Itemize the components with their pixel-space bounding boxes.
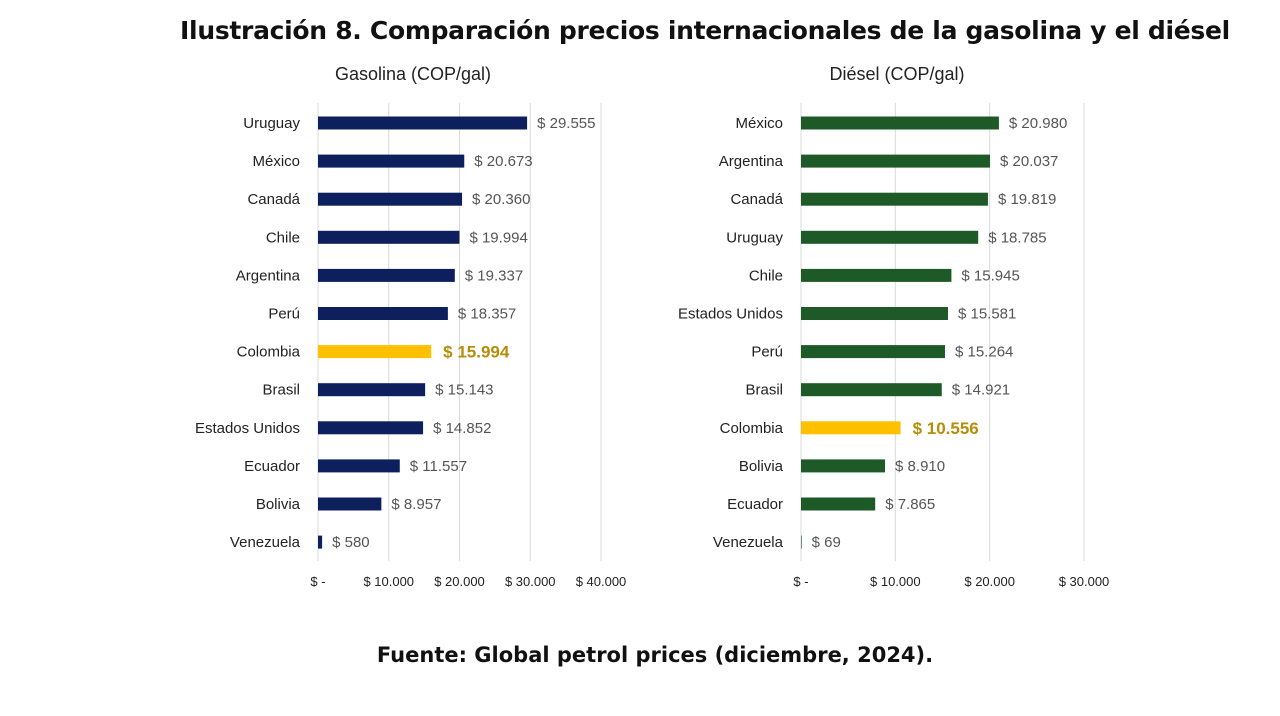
diesel-bar-uruguay	[801, 230, 979, 244]
diesel-x-tick-label: $ 10.000	[870, 574, 921, 589]
gasoline-bar-ecuador	[318, 459, 400, 473]
gasoline-category-label-colombia: Colombia	[237, 344, 301, 361]
gasoline-bar-peru	[318, 307, 448, 320]
gasoline-category-label-uruguay: Uruguay	[243, 115, 300, 132]
diesel-value-label-uruguay: $ 18.785	[988, 229, 1046, 246]
diesel-chart-title: Diésel (COP/gal)	[829, 64, 964, 84]
diesel-category-label-venezuela: Venezuela	[713, 534, 784, 551]
gasoline-category-label-venezuela: Venezuela	[230, 534, 301, 551]
diesel-category-label-estados-unidos: Estados Unidos	[678, 306, 783, 323]
gasoline-value-label-mexico: $ 20.673	[474, 153, 532, 170]
diesel-bar-ecuador	[801, 497, 876, 511]
gasoline-value-label-peru: $ 18.357	[458, 306, 516, 323]
diesel-value-label-canada: $ 19.819	[998, 191, 1056, 208]
diesel-bar-canada	[801, 192, 988, 206]
gasoline-bar-argentina	[318, 268, 455, 282]
diesel-value-label-peru: $ 15.264	[955, 344, 1013, 361]
diesel-value-label-chile: $ 15.945	[961, 267, 1019, 284]
diesel-category-label-uruguay: Uruguay	[726, 229, 783, 246]
gasoline-chart: Gasolina (COP/gal) $ - $ 10.000 $ 20.000 $ 3…	[195, 64, 626, 589]
diesel-category-label-colombia: Colombia	[720, 420, 784, 437]
diesel-x-tick-label: $ 20.000	[964, 574, 1015, 589]
gasoline-value-label-chile: $ 19.994	[469, 229, 527, 246]
gasoline-category-label-mexico: México	[252, 153, 300, 170]
diesel-bar-brasil	[801, 383, 942, 397]
diesel-value-label-argentina: $ 20.037	[1000, 153, 1058, 170]
diesel-bar-colombia	[801, 421, 901, 435]
diesel-x-tick-label: $ 30.000	[1059, 574, 1110, 589]
diesel-bar-chile	[801, 268, 952, 282]
gasoline-category-label-argentina: Argentina	[236, 267, 301, 284]
gasoline-value-label-colombia: $ 15.994	[443, 343, 510, 362]
gasoline-category-label-estados-unidos: Estados Unidos	[195, 420, 300, 437]
diesel-category-label-chile: Chile	[749, 267, 783, 284]
diesel-category-label-mexico: México	[735, 115, 783, 132]
gasoline-x-tick-label: $ 10.000	[363, 574, 414, 589]
diesel-category-label-ecuador: Ecuador	[727, 496, 783, 513]
source-note: Fuente: Global petrol prices (diciembre,…	[376, 643, 934, 667]
gasoline-category-label-ecuador: Ecuador	[244, 458, 300, 475]
gasoline-bar-uruguay	[318, 116, 528, 130]
gasoline-bar-chile	[318, 230, 460, 244]
gasoline-bar-venezuela	[318, 535, 323, 549]
gasoline-value-label-venezuela: $ 580	[332, 534, 370, 551]
diesel-bar-mexico	[801, 116, 999, 130]
gasoline-category-label-peru: Perú	[268, 306, 300, 323]
gasoline-x-tick-label: $ 20.000	[434, 574, 485, 589]
gasoline-value-label-ecuador: $ 11.557	[410, 458, 467, 475]
diesel-bar-bolivia	[801, 459, 886, 473]
diesel-bar-argentina	[801, 154, 991, 168]
gasoline-value-label-estados-unidos: $ 14.852	[433, 420, 491, 437]
gasoline-value-label-brasil: $ 15.143	[435, 382, 493, 399]
diesel-bar-venezuela	[801, 535, 802, 549]
gasoline-x-tick-label: $ -	[310, 574, 325, 589]
diesel-category-label-brasil: Brasil	[745, 382, 783, 399]
diesel-value-label-venezuela: $ 69	[812, 534, 841, 551]
gasoline-bar-brasil	[318, 383, 426, 397]
gasoline-bar-mexico	[318, 154, 465, 168]
diesel-bar-peru	[801, 345, 945, 359]
diesel-value-label-mexico: $ 20.980	[1009, 115, 1067, 132]
gasoline-bar-colombia	[318, 345, 432, 359]
diesel-x-tick-label: $ -	[793, 574, 808, 589]
gasoline-category-label-canada: Canadá	[247, 191, 300, 208]
gasoline-category-label-brasil: Brasil	[262, 382, 300, 399]
diesel-category-label-peru: Perú	[751, 344, 783, 361]
diesel-category-label-bolivia: Bolivia	[739, 458, 784, 475]
figure-title: Ilustración 8. Comparación precios inter…	[180, 16, 1230, 45]
diesel-chart: Diésel (COP/gal) $ - $ 10.000 $ 20.000 $ 30.…	[678, 64, 1109, 589]
gasoline-chart-title: Gasolina (COP/gal)	[335, 64, 491, 84]
gasoline-bar-estados-unidos	[318, 421, 424, 435]
gasoline-value-label-bolivia: $ 8.957	[391, 496, 441, 513]
gasoline-bar-bolivia	[318, 497, 382, 511]
diesel-value-label-brasil: $ 14.921	[952, 382, 1010, 399]
diesel-category-label-canada: Canadá	[730, 191, 783, 208]
gasoline-value-label-canada: $ 20.360	[472, 191, 530, 208]
diesel-value-label-bolivia: $ 8.910	[895, 458, 945, 475]
gasoline-x-tick-label: $ 40.000	[576, 574, 627, 589]
diesel-value-label-estados-unidos: $ 15.581	[958, 306, 1016, 323]
gasoline-value-label-argentina: $ 19.337	[465, 267, 523, 284]
gasoline-x-tick-label: $ 30.000	[505, 574, 556, 589]
diesel-category-label-argentina: Argentina	[719, 153, 784, 170]
gasoline-bar-canada	[318, 192, 463, 206]
diesel-value-label-colombia: $ 10.556	[913, 419, 979, 438]
diesel-bar-estados-unidos	[801, 307, 948, 320]
gasoline-category-label-bolivia: Bolivia	[256, 496, 301, 513]
diesel-value-label-ecuador: $ 7.865	[885, 496, 935, 513]
gasoline-value-label-uruguay: $ 29.555	[537, 115, 595, 132]
gasoline-category-label-chile: Chile	[266, 229, 300, 246]
